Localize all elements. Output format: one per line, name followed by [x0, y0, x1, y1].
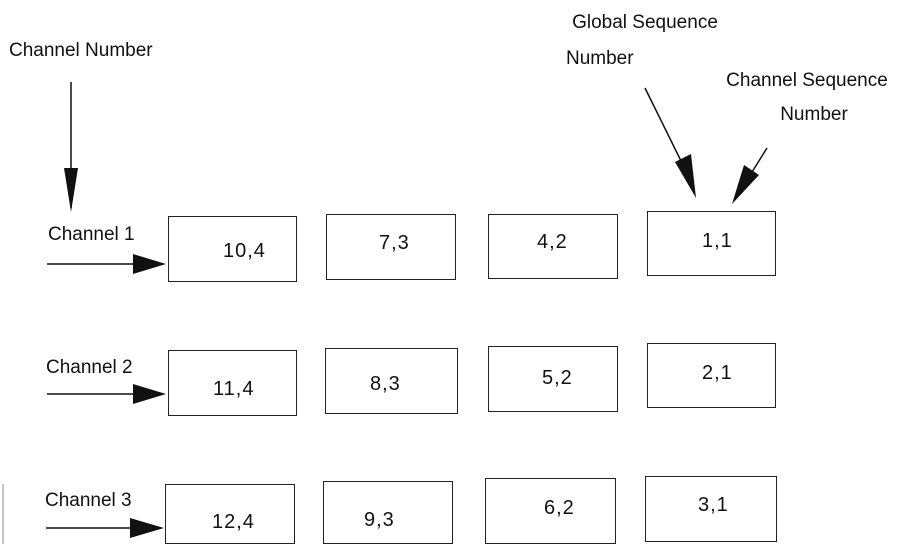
message-value: 2,1 [702, 362, 733, 384]
message-box-ch3-2: 6,2 [485, 478, 616, 544]
message-box-ch1-2: 4,2 [488, 214, 618, 279]
message-value: 10,4 [223, 240, 266, 262]
message-value: 12,4 [212, 511, 255, 533]
global-sequence-label-line1: Global Sequence [572, 12, 718, 33]
message-box-ch3-3: 9,3 [323, 481, 453, 544]
message-value: 3,1 [698, 494, 729, 516]
channel-sequence-label-line2: Number [780, 104, 848, 125]
channel-sequence-number-annotation: Channel Sequence Number [712, 70, 902, 126]
channel-1-label: Channel 1 [48, 224, 135, 245]
channel-number-annotation: Channel Number [9, 40, 153, 61]
channel-number-arrowhead [64, 168, 78, 212]
message-box-ch2-2: 5,2 [488, 346, 618, 412]
global-sequence-arrowhead [675, 154, 696, 198]
channel-3-label: Channel 3 [45, 490, 132, 511]
message-box-ch2-3: 8,3 [325, 348, 458, 414]
global-sequence-pointer-line [644, 87, 684, 166]
message-value: 11,4 [213, 378, 255, 400]
message-box-ch2-4: 11,4 [168, 350, 297, 416]
message-value: 4,2 [537, 231, 568, 253]
channel-sequence-label-line1: Channel Sequence [726, 70, 888, 91]
message-box-ch3-4: 12,4 [165, 484, 295, 544]
message-value: 5,2 [542, 367, 573, 389]
message-value: 7,3 [379, 232, 410, 254]
channel-sequence-pointer-line [751, 147, 768, 173]
channel-1-input-arrowhead [133, 254, 166, 274]
message-value: 6,2 [544, 497, 575, 519]
channel-2-input-arrowhead [133, 384, 166, 404]
message-box-ch1-3: 7,3 [326, 214, 456, 280]
message-box-ch2-1: 2,1 [647, 343, 776, 408]
message-value: 1,1 [702, 230, 733, 252]
channel-2-label: Channel 2 [46, 357, 133, 378]
message-box-ch3-1: 3,1 [645, 476, 777, 542]
message-box-ch1-1: 1,1 [647, 211, 776, 276]
global-sequence-number-annotation: Global Sequence Number [560, 12, 730, 70]
message-value: 9,3 [364, 509, 395, 531]
message-value: 8,3 [370, 373, 401, 395]
global-sequence-label-line2: Number [566, 48, 634, 69]
channel-sequence-arrowhead [732, 165, 759, 204]
message-box-ch1-4: 10,4 [168, 216, 297, 282]
channel-3-input-arrowhead [130, 518, 164, 538]
